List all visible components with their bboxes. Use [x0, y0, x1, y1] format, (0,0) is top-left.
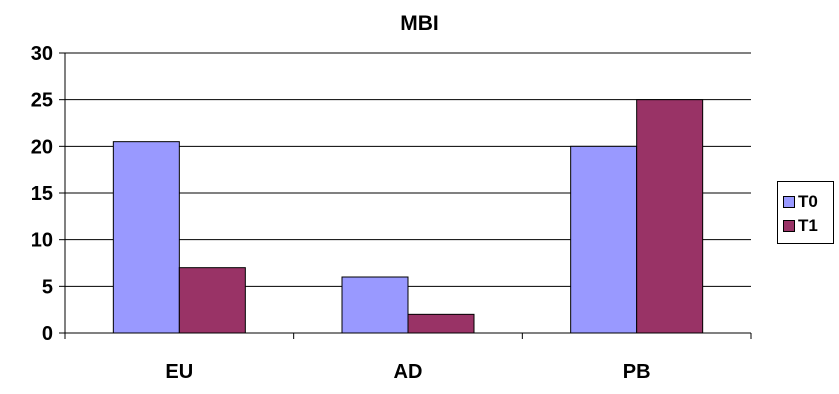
bar-t1-ad	[407, 313, 475, 334]
y-tick-label-25: 25	[31, 90, 53, 112]
x-tick-label-eu: EU	[165, 361, 193, 383]
chart-title: MBI	[400, 12, 439, 35]
y-tick-label-30: 30	[31, 43, 53, 65]
y-tick-label-15: 15	[31, 183, 53, 205]
legend-swatch-t0	[783, 196, 795, 208]
legend-item-t0: T0	[783, 192, 818, 212]
y-tick-label-5: 5	[42, 276, 53, 298]
bar-t0-eu	[112, 141, 180, 334]
legend-item-t1: T1	[783, 216, 818, 236]
legend-label-t0: T0	[798, 192, 818, 211]
bar-t0-ad	[341, 276, 409, 334]
bar-t1-eu	[178, 267, 246, 334]
x-tick-label-pb: PB	[623, 361, 651, 383]
legend-label-t1: T1	[798, 216, 818, 235]
legend: T0 T1	[777, 181, 834, 244]
x-tick-label-ad: AD	[394, 361, 423, 383]
y-tick-label-10: 10	[31, 230, 53, 252]
legend-swatch-t1	[783, 220, 795, 232]
y-tick-label-20: 20	[31, 136, 53, 158]
bar-t0-pb	[570, 145, 638, 334]
bar-t1-pb	[636, 99, 704, 334]
bars	[112, 99, 704, 334]
axes	[59, 52, 752, 339]
y-tick-label-0: 0	[42, 323, 53, 345]
tick-labels: 0 5 10 15 20 25 30 EU AD PB	[31, 43, 651, 383]
